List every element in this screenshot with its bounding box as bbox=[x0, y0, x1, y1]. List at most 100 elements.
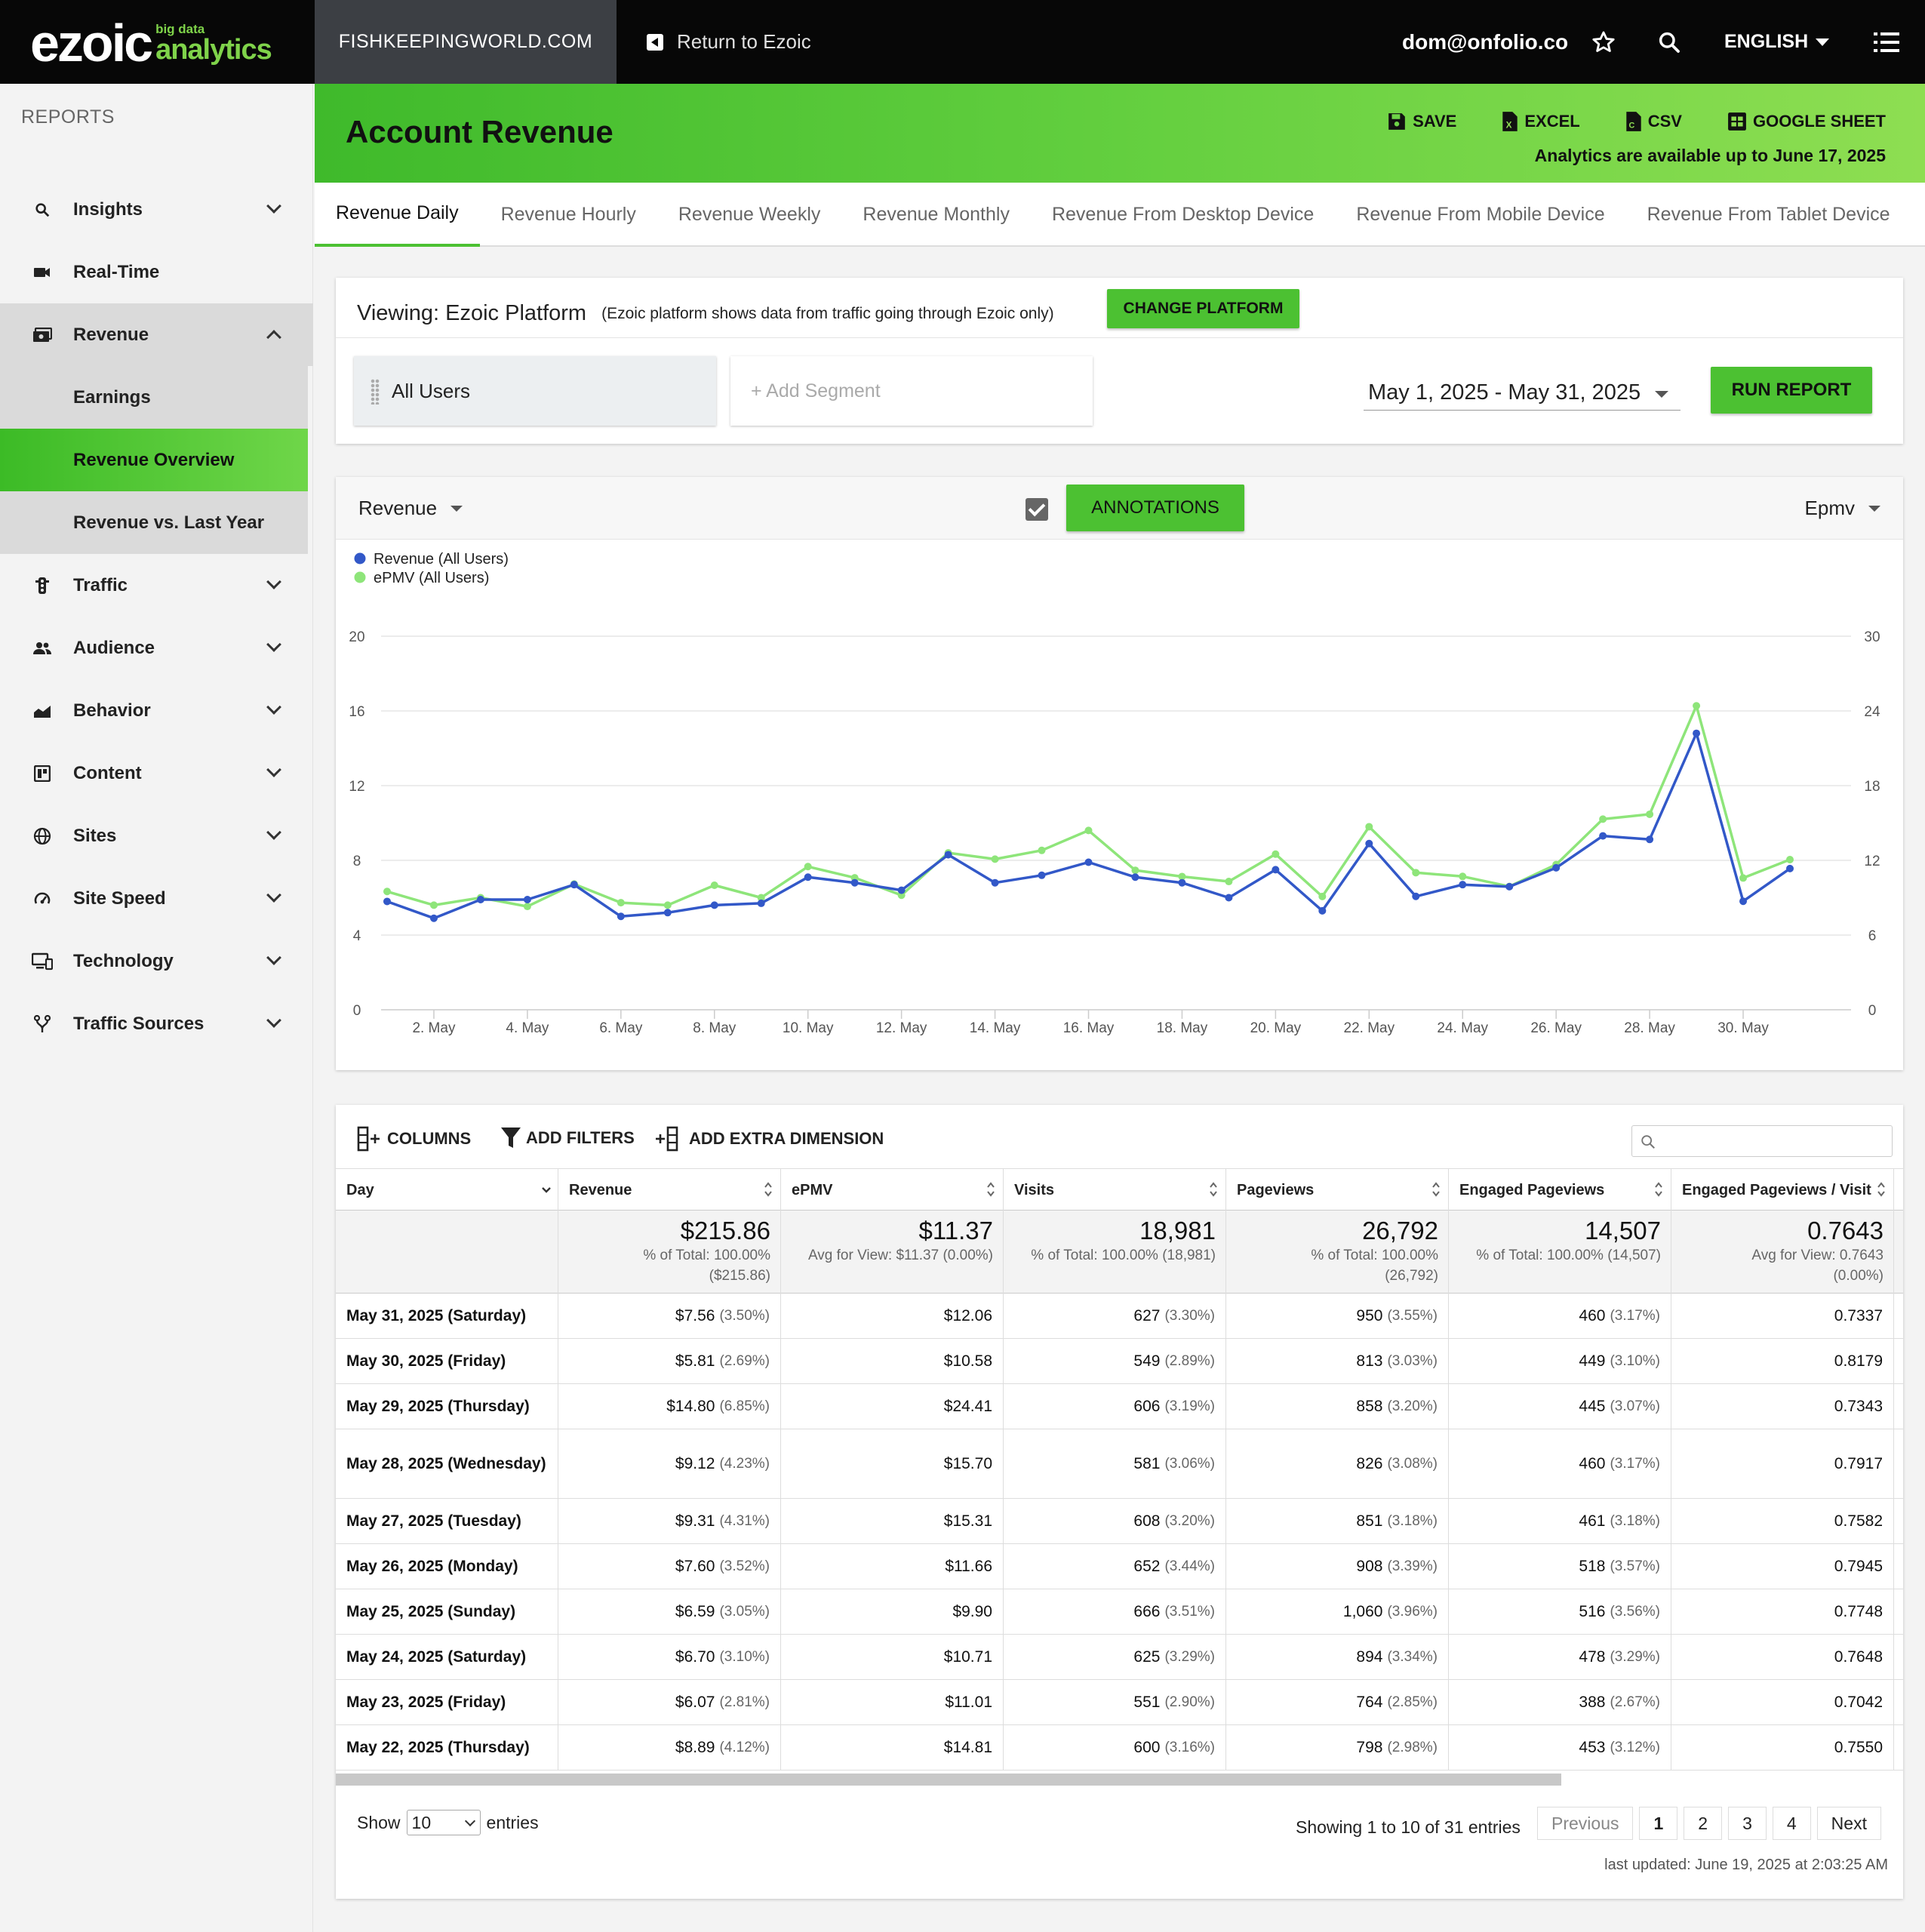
table-row[interactable]: May 29, 2025 (Thursday) $14.80 (6.85%) $24.… bbox=[336, 1384, 1903, 1429]
column-header-engaged-pageviews-per-visit[interactable]: Engaged Pageviews / Visit bbox=[1671, 1169, 1894, 1211]
google-sheet-export-button[interactable]: GOOGLE SHEET bbox=[1727, 111, 1886, 132]
page-2-button[interactable]: 2 bbox=[1684, 1807, 1723, 1840]
tab-revenue-tablet[interactable]: Revenue From Tablet Device bbox=[1647, 204, 1890, 225]
user-email[interactable]: dom@onfolio.co bbox=[1402, 29, 1569, 54]
sidebar-item-revenue-overview[interactable]: Revenue Overview bbox=[0, 429, 308, 491]
tab-revenue-desktop[interactable]: Revenue From Desktop Device bbox=[1051, 204, 1315, 225]
csv-export-button[interactable]: C CSV bbox=[1625, 111, 1682, 132]
y-tick-label-left: 0 bbox=[353, 1003, 361, 1019]
previous-page-button[interactable]: Previous bbox=[1537, 1807, 1634, 1840]
data-point bbox=[991, 855, 999, 863]
next-page-button[interactable]: Next bbox=[1816, 1807, 1881, 1840]
site-selector[interactable]: FISHKEEPINGWORLD.COM bbox=[315, 0, 617, 84]
table-row[interactable]: May 31, 2025 (Saturday) $7.56 (3.50%) $12.0… bbox=[336, 1294, 1903, 1339]
sidebar-item-technology[interactable]: Technology bbox=[0, 930, 313, 992]
column-header-engaged-pageviews[interactable]: Engaged Pageviews bbox=[1449, 1169, 1671, 1211]
value-cell: 666 (3.51%) bbox=[1004, 1589, 1226, 1634]
secondary-metric-select[interactable]: Epmv bbox=[1805, 497, 1880, 520]
column-header-pageviews[interactable]: Pageviews bbox=[1226, 1169, 1449, 1211]
table-row[interactable]: May 26, 2025 (Monday) $7.60 (3.52%) $11.66 6… bbox=[336, 1544, 1903, 1589]
add-filters-button[interactable]: ADD FILTERS bbox=[500, 1126, 635, 1150]
excel-export-button[interactable]: X EXCEL bbox=[1502, 111, 1580, 132]
totals-cell: 18,981 % of Total: 100.00% (18,981) bbox=[1004, 1211, 1226, 1294]
logo-small-text: big data bbox=[155, 21, 205, 36]
search-icon[interactable] bbox=[1657, 0, 1681, 84]
sidebar-item-revenue[interactable]: Revenue bbox=[0, 303, 313, 366]
tab-revenue-mobile[interactable]: Revenue From Mobile Device bbox=[1356, 204, 1605, 225]
table-row[interactable]: May 25, 2025 (Sunday) $6.59 (3.05%) $9.90 66… bbox=[336, 1589, 1903, 1635]
date-range-picker[interactable]: May 1, 2025 - May 31, 2025 bbox=[1364, 376, 1681, 411]
table-row[interactable]: May 27, 2025 (Tuesday) $9.31 (4.31%) $15.31… bbox=[336, 1499, 1903, 1544]
sidebar-item-earnings[interactable]: Earnings bbox=[0, 366, 308, 429]
star-icon[interactable] bbox=[1591, 0, 1616, 84]
totals-row: $215.86 % of Total: 100.00% ($215.86) $11.3… bbox=[336, 1211, 1903, 1294]
sidebar-item-traffic-sources[interactable]: Traffic Sources bbox=[0, 992, 313, 1055]
value-cell: 950 (3.55%) bbox=[1226, 1294, 1449, 1338]
search-icon bbox=[1641, 1135, 1655, 1149]
change-platform-button[interactable]: CHANGE PLATFORM bbox=[1107, 289, 1299, 328]
sort-icon bbox=[1877, 1180, 1886, 1198]
tab-revenue-hourly[interactable]: Revenue Hourly bbox=[500, 204, 636, 225]
percent-of-total: (4.12%) bbox=[719, 1739, 770, 1755]
x-tick-label: 4. May bbox=[506, 1020, 549, 1036]
table-row[interactable]: May 28, 2025 (Wednesday) $9.12 (4.23%) $15.… bbox=[336, 1429, 1903, 1499]
add-extra-dimension-button[interactable]: ADD EXTRA DIMENSION bbox=[654, 1126, 884, 1152]
value-cell: 813 (3.03%) bbox=[1226, 1339, 1449, 1383]
page-title: Account Revenue bbox=[346, 114, 613, 149]
horizontal-scrollbar[interactable] bbox=[336, 1774, 1561, 1786]
language-selector[interactable]: ENGLISH bbox=[1724, 0, 1830, 84]
entries-select[interactable]: 10 bbox=[406, 1810, 481, 1835]
percent-of-total: (3.18%) bbox=[1387, 1512, 1438, 1529]
tab-revenue-daily[interactable]: Revenue Daily bbox=[315, 183, 480, 247]
save-button[interactable]: SAVE bbox=[1387, 111, 1456, 132]
value-cell: 0.7042 bbox=[1671, 1680, 1894, 1724]
page-4-button[interactable]: 4 bbox=[1772, 1807, 1811, 1840]
sidebar-item-real-time[interactable]: Real-Time bbox=[0, 241, 313, 303]
column-header-epmv[interactable]: ePMV bbox=[781, 1169, 1004, 1211]
y-tick-label-right: 24 bbox=[1864, 704, 1880, 720]
sidebar-item-revenue-vs-last-year[interactable]: Revenue vs. Last Year bbox=[0, 491, 308, 554]
value-cell: 858 (3.20%) bbox=[1226, 1384, 1449, 1429]
primary-metric-select[interactable]: Revenue bbox=[358, 497, 463, 520]
sidebar-item-site-speed[interactable]: Site Speed bbox=[0, 867, 313, 930]
page-3-button[interactable]: 3 bbox=[1728, 1807, 1767, 1840]
percent-of-total: (2.81%) bbox=[719, 1694, 770, 1710]
sidebar-item-sites[interactable]: Sites bbox=[0, 804, 313, 867]
sidebar-item-insights[interactable]: Insights bbox=[0, 178, 313, 241]
drag-handle-icon[interactable] bbox=[371, 379, 380, 405]
segment-all-users[interactable]: All Users bbox=[354, 356, 716, 426]
table-row[interactable]: May 30, 2025 (Friday) $5.81 (2.69%) $10.58 5… bbox=[336, 1339, 1903, 1384]
run-report-button[interactable]: RUN REPORT bbox=[1711, 367, 1872, 414]
columns-button[interactable]: COLUMNS bbox=[357, 1126, 471, 1152]
return-to-ezoic-link[interactable]: Return to Ezoic bbox=[647, 0, 811, 84]
value-cell: 0.7648 bbox=[1671, 1635, 1894, 1679]
data-point bbox=[1365, 839, 1373, 848]
column-header-day[interactable]: Day bbox=[336, 1169, 558, 1211]
tab-revenue-weekly[interactable]: Revenue Weekly bbox=[678, 204, 821, 225]
value-cell: 894 (3.34%) bbox=[1226, 1635, 1449, 1679]
table-row[interactable]: May 24, 2025 (Saturday) $6.70 (3.10%) $10.7… bbox=[336, 1635, 1903, 1680]
totals-cell: 14,507 % of Total: 100.00% (14,507) bbox=[1449, 1211, 1671, 1294]
column-header-visits[interactable]: Visits bbox=[1004, 1169, 1226, 1211]
table-row[interactable]: May 23, 2025 (Friday) $6.07 (2.81%) $11.01 5… bbox=[336, 1680, 1903, 1725]
ezoic-logo[interactable]: ezoic big data analytics bbox=[30, 17, 272, 69]
sidebar-item-traffic[interactable]: Traffic bbox=[0, 554, 313, 617]
sidebar-item-behavior[interactable]: Behavior bbox=[0, 679, 313, 742]
x-tick-label: 20. May bbox=[1250, 1020, 1302, 1036]
tab-revenue-monthly[interactable]: Revenue Monthly bbox=[863, 204, 1010, 225]
sidebar-item-audience[interactable]: Audience bbox=[0, 617, 313, 679]
column-header-revenue[interactable]: Revenue bbox=[558, 1169, 781, 1211]
sidebar-item-content[interactable]: Content bbox=[0, 742, 313, 804]
add-segment-button[interactable]: + Add Segment bbox=[730, 356, 1093, 426]
sort-icon bbox=[1209, 1180, 1218, 1198]
total-subtext: ($215.86) bbox=[709, 1268, 770, 1284]
top-bar: ezoic big data analytics FISHKEEPINGWORL… bbox=[0, 0, 1925, 84]
csv-file-icon: C bbox=[1626, 112, 1641, 131]
data-point bbox=[476, 895, 484, 903]
table-search-input[interactable] bbox=[1631, 1125, 1893, 1157]
table-row[interactable]: May 22, 2025 (Thursday) $8.89 (4.12%) $14.8… bbox=[336, 1725, 1903, 1770]
annotations-button[interactable]: ANNOTATIONS bbox=[1066, 485, 1244, 531]
menu-list-icon[interactable] bbox=[1874, 0, 1899, 84]
page-1-button[interactable]: 1 bbox=[1639, 1807, 1678, 1840]
annotations-checkbox[interactable] bbox=[1026, 498, 1048, 521]
